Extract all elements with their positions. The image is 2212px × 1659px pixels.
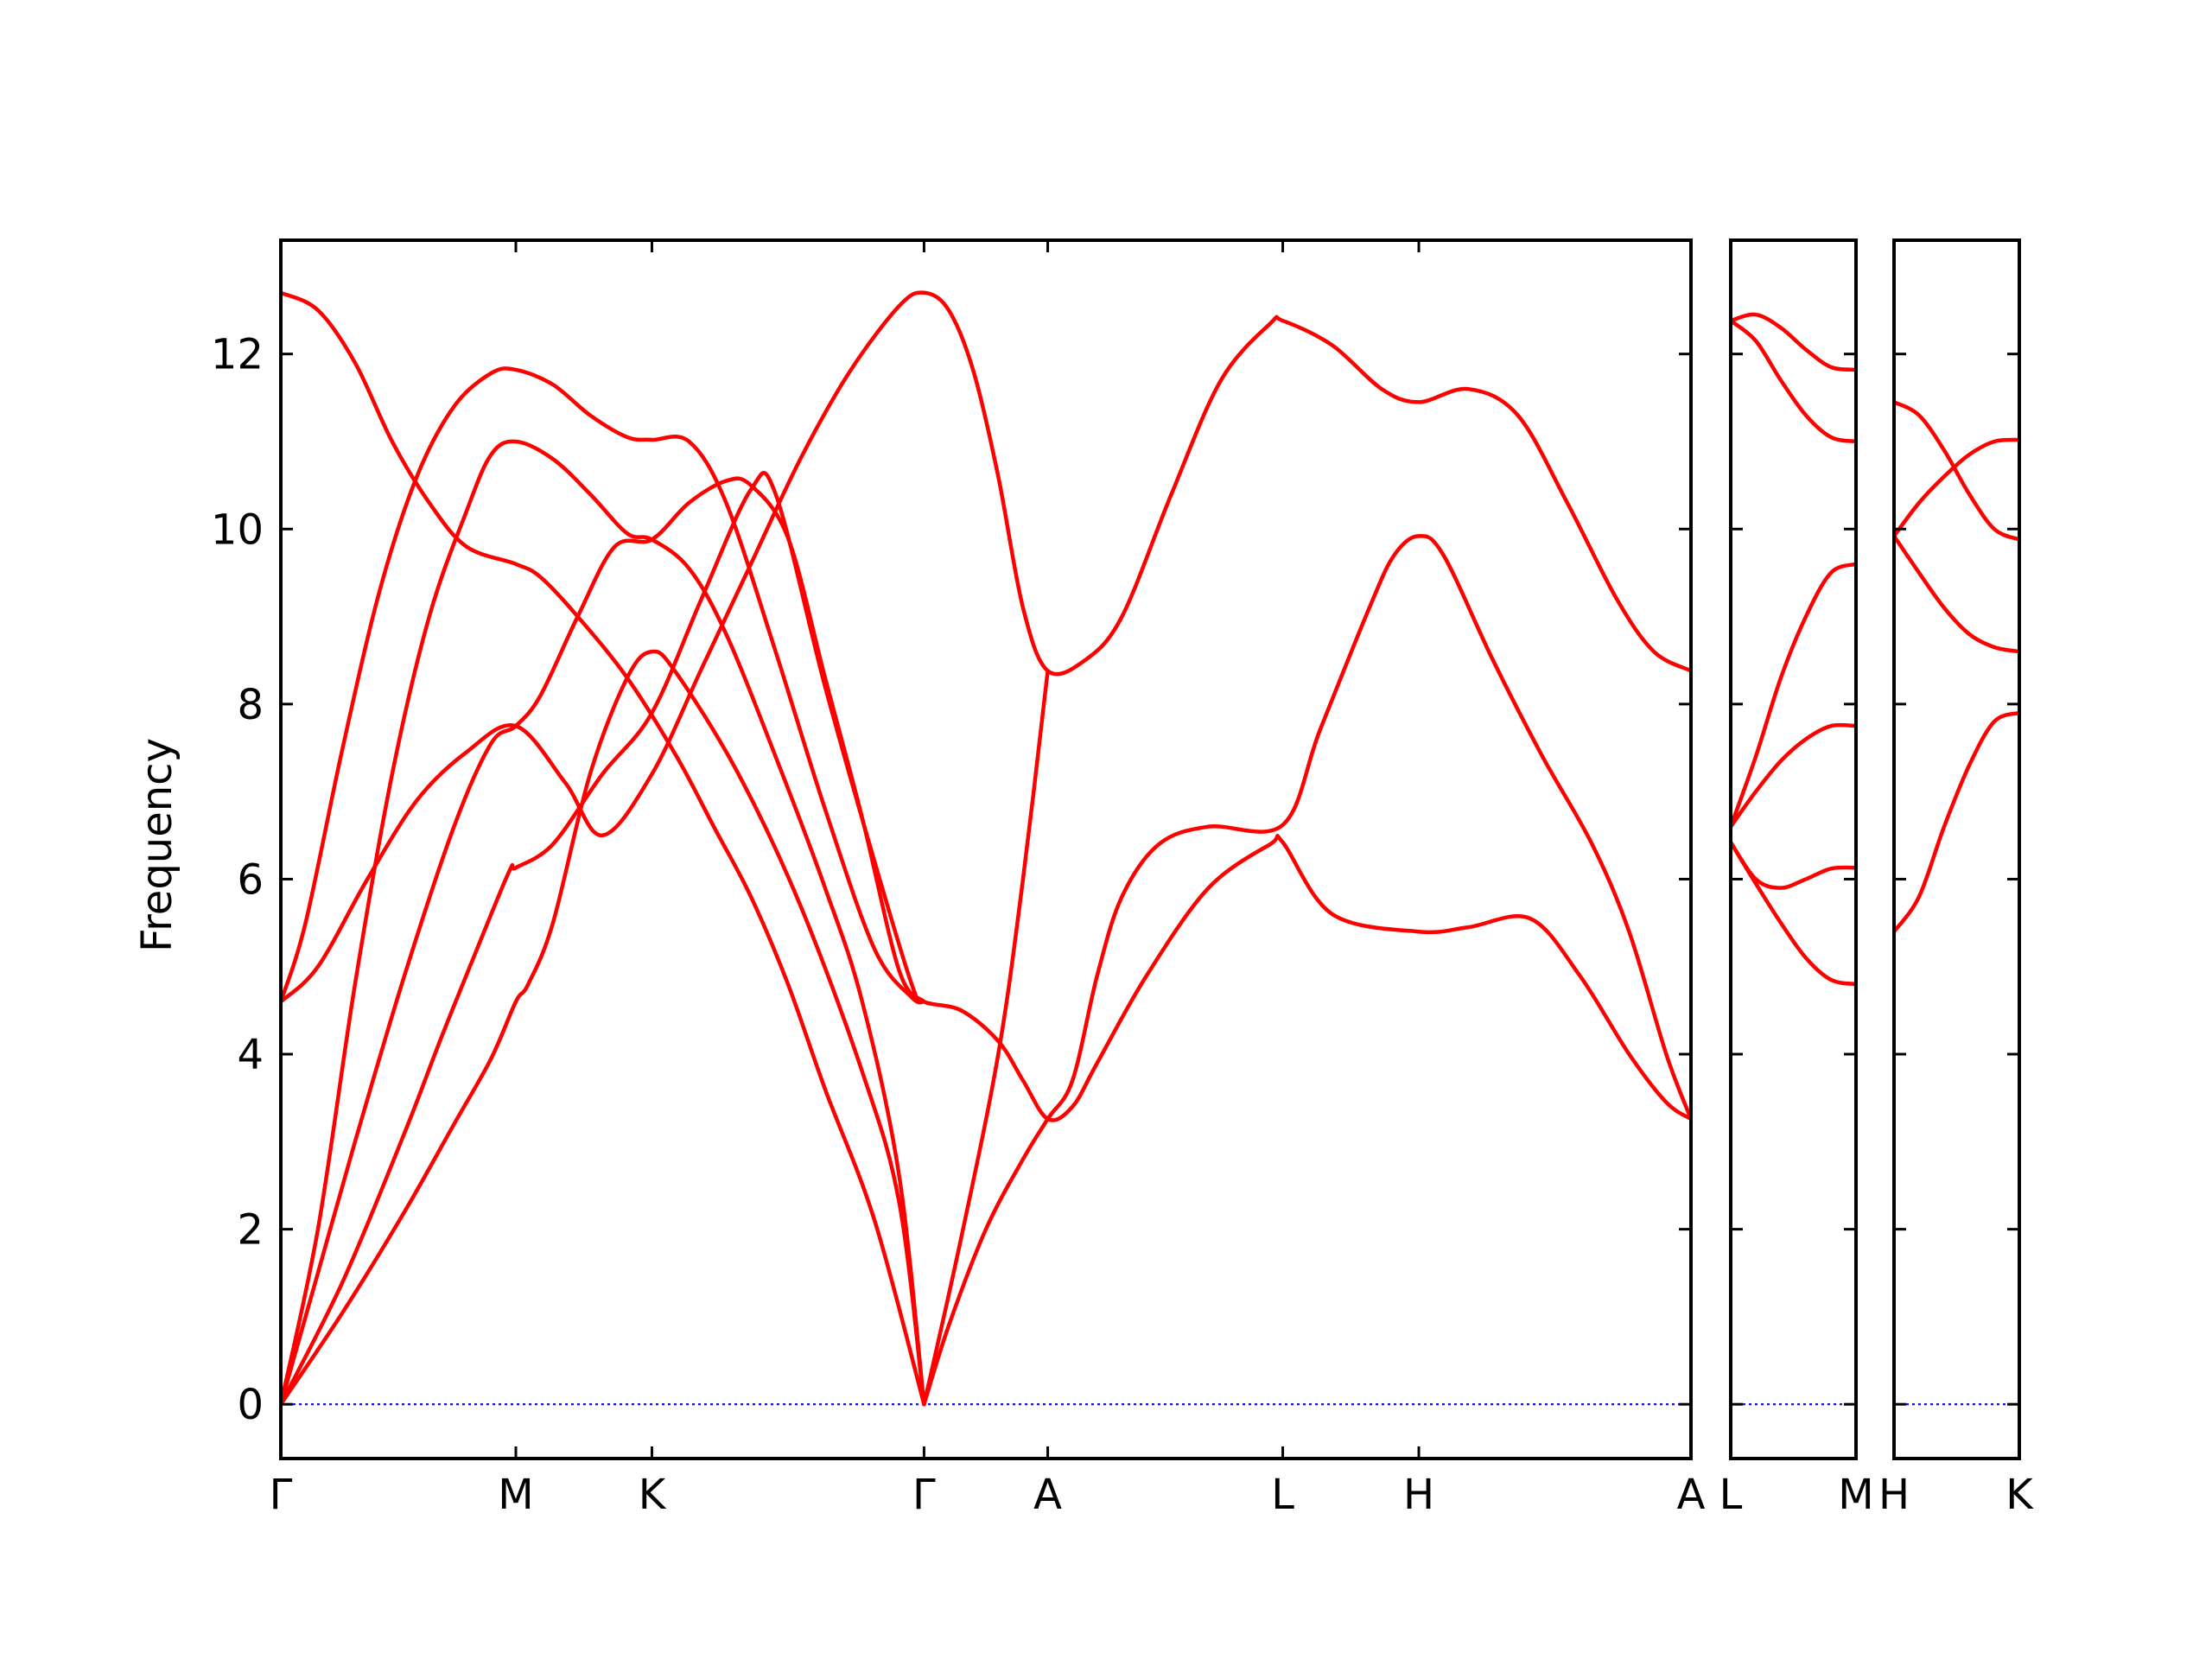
band-line (1731, 562, 1856, 829)
x-tick-label: M (1838, 1471, 1873, 1519)
x-tick-label: L (1719, 1471, 1743, 1519)
y-tick-label: 6 (237, 855, 264, 904)
y-tick-label: 8 (237, 681, 264, 729)
band-line (281, 476, 926, 1407)
y-tick-label: 4 (237, 1031, 264, 1079)
band-line (1731, 318, 1856, 444)
band-line (281, 290, 1691, 1004)
y-tick-label: 0 (237, 1381, 264, 1429)
y-tick-label: 2 (237, 1206, 264, 1255)
x-tick-label: Γ (270, 1471, 293, 1519)
band-line (1894, 534, 2019, 654)
x-tick-label: M (498, 1471, 533, 1519)
x-tick-label: L (1271, 1471, 1294, 1519)
band-line (1731, 312, 1856, 372)
band-line (1731, 840, 1856, 890)
band-line (281, 649, 926, 1407)
x-tick-label: A (1677, 1471, 1706, 1519)
band-line (1731, 722, 1856, 829)
y-tick-label: 10 (211, 505, 264, 554)
x-tick-label: H (1878, 1471, 1910, 1519)
band-line (1894, 437, 2019, 538)
y-axis-label: Frequency (133, 738, 181, 952)
band-line (281, 290, 926, 1407)
panel-frame (1729, 238, 1858, 1460)
x-tick-label: Γ (912, 1471, 936, 1519)
band-line (1731, 840, 1856, 987)
band-line (281, 439, 926, 1407)
band-line (281, 471, 1691, 1407)
y-tick-label: 12 (211, 331, 264, 379)
panel-frame (1892, 238, 2021, 1460)
band-line (281, 366, 926, 1005)
panel-frame (279, 238, 1693, 1460)
x-tick-label: K (2005, 1471, 2034, 1519)
band-line (922, 669, 1050, 1407)
x-tick-label: K (639, 1471, 667, 1519)
band-line (922, 534, 1691, 1407)
x-tick-label: H (1403, 1471, 1434, 1519)
band-line (1894, 400, 2019, 542)
x-tick-label: A (1033, 1471, 1062, 1519)
band-line (1894, 710, 2019, 934)
